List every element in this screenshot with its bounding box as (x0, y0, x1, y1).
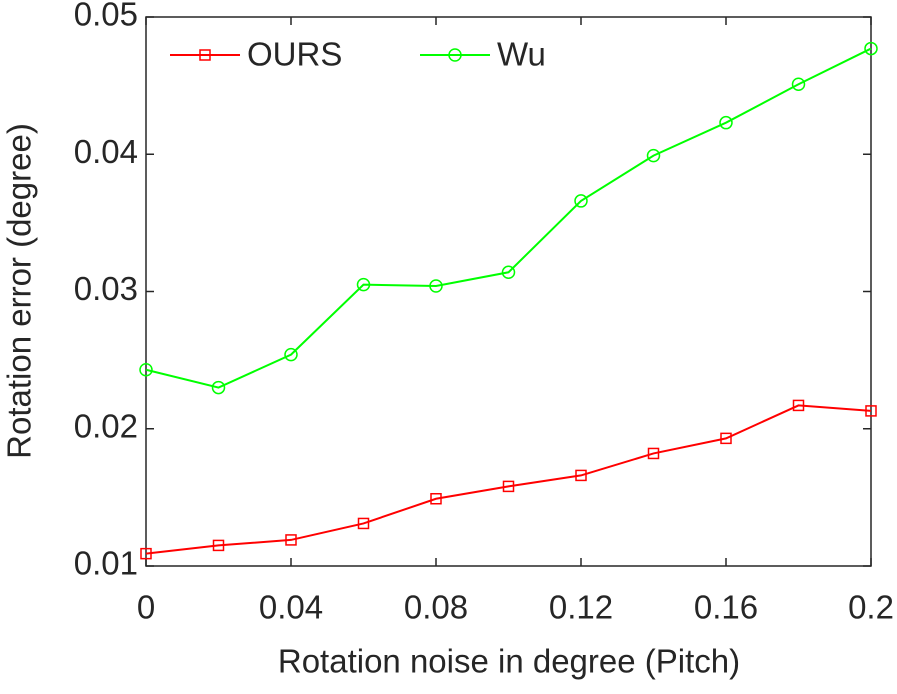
marker (575, 469, 587, 482)
x-tick-label: 0.08 (404, 589, 468, 626)
y-tick-label: 0.03 (74, 270, 138, 307)
marker (284, 347, 298, 362)
y-axis-label: Rotation error (degree) (1, 123, 38, 459)
marker (140, 547, 152, 560)
x-tick-label: 0.16 (694, 589, 758, 626)
marker (502, 480, 515, 493)
marker (720, 432, 732, 445)
marker (139, 362, 153, 377)
series-line (145, 47, 872, 389)
marker (647, 447, 660, 460)
legend-label: Wu (497, 36, 546, 73)
y-tick-label: 0.01 (74, 545, 138, 582)
marker (865, 405, 877, 417)
x-axis-label: Rotation noise in degree (Pitch) (278, 643, 740, 680)
x-tick-label: 0 (137, 589, 155, 626)
marker (501, 265, 516, 280)
marker (791, 77, 806, 92)
marker (864, 41, 878, 56)
y-tick-label: 0.02 (74, 407, 138, 444)
marker (199, 49, 211, 61)
x-tick-label: 0.2 (848, 589, 894, 626)
x-tick-label: 0.12 (549, 589, 613, 626)
x-tick-label: 0.04 (259, 589, 323, 626)
marker (429, 279, 443, 293)
marker (430, 492, 442, 505)
marker (212, 539, 225, 552)
marker (356, 277, 371, 292)
marker (448, 48, 462, 62)
plot-frame (145, 16, 872, 567)
marker (646, 148, 661, 163)
marker (211, 380, 226, 395)
marker (719, 115, 733, 130)
legend-label: OURS (247, 36, 342, 73)
marker (574, 194, 588, 208)
series-line (145, 404, 872, 555)
marker (285, 534, 297, 546)
y-tick-label: 0.04 (74, 133, 138, 170)
marker (357, 517, 370, 530)
y-tick-label: 0.05 (74, 0, 138, 33)
marker (792, 399, 805, 412)
